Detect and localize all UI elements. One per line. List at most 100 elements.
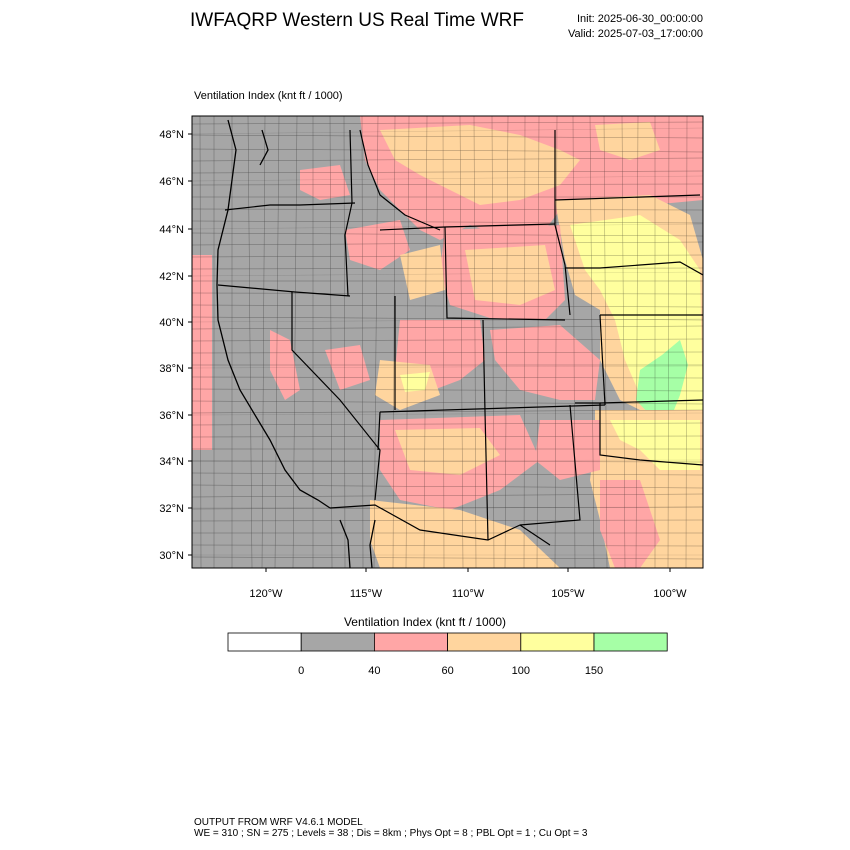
county-line [192,304,703,308]
county-line [621,116,626,568]
county-line [192,325,703,330]
state-boundaries [217,129,703,546]
county-line [192,388,703,392]
coastline [216,119,376,568]
county-line [192,400,703,405]
lat-tick-label: 38°N [159,363,184,375]
map-frame [191,115,704,569]
county-line [423,116,428,568]
colorbar-swatch [593,632,668,652]
county-line [192,208,703,211]
county-line [536,116,540,568]
colorbar-swatch [520,632,595,652]
county-line [192,121,703,125]
lat-tick-label: 40°N [159,317,184,329]
lat-tick-label: 30°N [159,550,184,562]
county-line [192,460,703,463]
lat-tick-label: 46°N [159,176,184,188]
county-line [329,116,333,568]
latitude-axis: 48°N 46°N 44°N 42°N 40°N 38°N 36°N 34°N 32°N 30°N [159,129,192,562]
county-line [603,116,608,568]
lon-tick-label: 100°W [653,588,687,600]
county-line [192,254,703,258]
county-line [274,116,280,568]
county-line [192,267,703,270]
county-line [292,116,298,568]
county-line [192,292,703,295]
colorbar-tick-label: 100 [512,665,530,677]
colorbar-swatch [300,632,375,652]
county-line [491,116,495,568]
lat-tick-label: 34°N [159,456,184,468]
county-line [192,409,703,414]
county-line [192,232,703,237]
county-line [192,220,703,224]
county-line [192,351,703,354]
map-plot-area [192,116,703,568]
graticule [192,127,703,556]
colorbar-tick-labels: 0 40 60 100 150 [298,665,603,677]
lat-tick-label: 42°N [159,271,184,283]
county-line [473,116,477,568]
county-line [361,116,364,568]
lat-tick-label: 36°N [159,410,184,422]
model-config-line: WE = 310 ; SN = 275 ; Levels = 38 ; Dis … [194,828,588,839]
county-line [192,170,703,174]
longitude-axis: 120°W 115°W 110°W 105°W 100°W [249,568,687,600]
lon-tick-label: 120°W [249,588,283,600]
lat-tick-label: 32°N [159,503,184,515]
county-line [685,116,688,568]
county-line [459,116,464,568]
county-line [392,116,396,568]
county-line [523,116,526,568]
lon-tick-label: 115°W [350,588,383,600]
county-line [572,116,576,568]
colorbar-swatch [227,632,302,652]
county-line [192,183,703,186]
ventilation-field [192,116,703,568]
county-line [192,157,703,162]
county-line [247,116,253,568]
colorbar-swatch [373,632,448,652]
county-line [192,376,703,379]
county-line [192,422,703,426]
county-line [405,116,410,568]
county-line [192,556,703,560]
county-line [343,116,346,568]
county-line [192,472,703,476]
county-line [192,148,703,153]
lon-tick-label: 105°W [551,588,585,600]
colorbar-swatch [447,632,522,652]
lat-tick-label: 48°N [159,129,184,141]
county-line [589,116,595,568]
county-line [635,116,639,568]
county-line [192,484,703,489]
lon-tick-label: 110°W [452,588,485,600]
county-line [192,519,703,522]
county-line [261,116,266,568]
county-line [192,544,703,547]
model-output-line: OUTPUT FROM WRF V4.6.1 MODEL [194,817,363,828]
colorbar [227,632,668,652]
county-line [192,493,703,498]
county-line [199,116,202,568]
plot-title: IWFAQRP Western US Real Time WRF [190,10,524,31]
county-line [192,435,703,438]
init-time: Init: 2025-06-30_00:00:00 [577,13,703,25]
county-line [192,241,703,246]
county-line [192,338,703,342]
lat-tick-label: 44°N [159,224,184,236]
county-line [667,116,670,568]
county-line [554,116,558,568]
county-line [442,116,445,568]
county-line [504,116,509,568]
county-line [192,134,703,139]
colorbar-tick-label: 40 [368,665,380,677]
valid-time: Valid: 2025-07-03_17:00:00 [568,28,703,40]
field-label: Ventilation Index (knt ft / 1000) [194,90,343,102]
colorbar-tick-label: 0 [298,665,304,677]
county-line [373,116,379,568]
colorbar-tick-label: 150 [585,665,603,677]
colorbar-tick-label: 60 [441,665,453,677]
